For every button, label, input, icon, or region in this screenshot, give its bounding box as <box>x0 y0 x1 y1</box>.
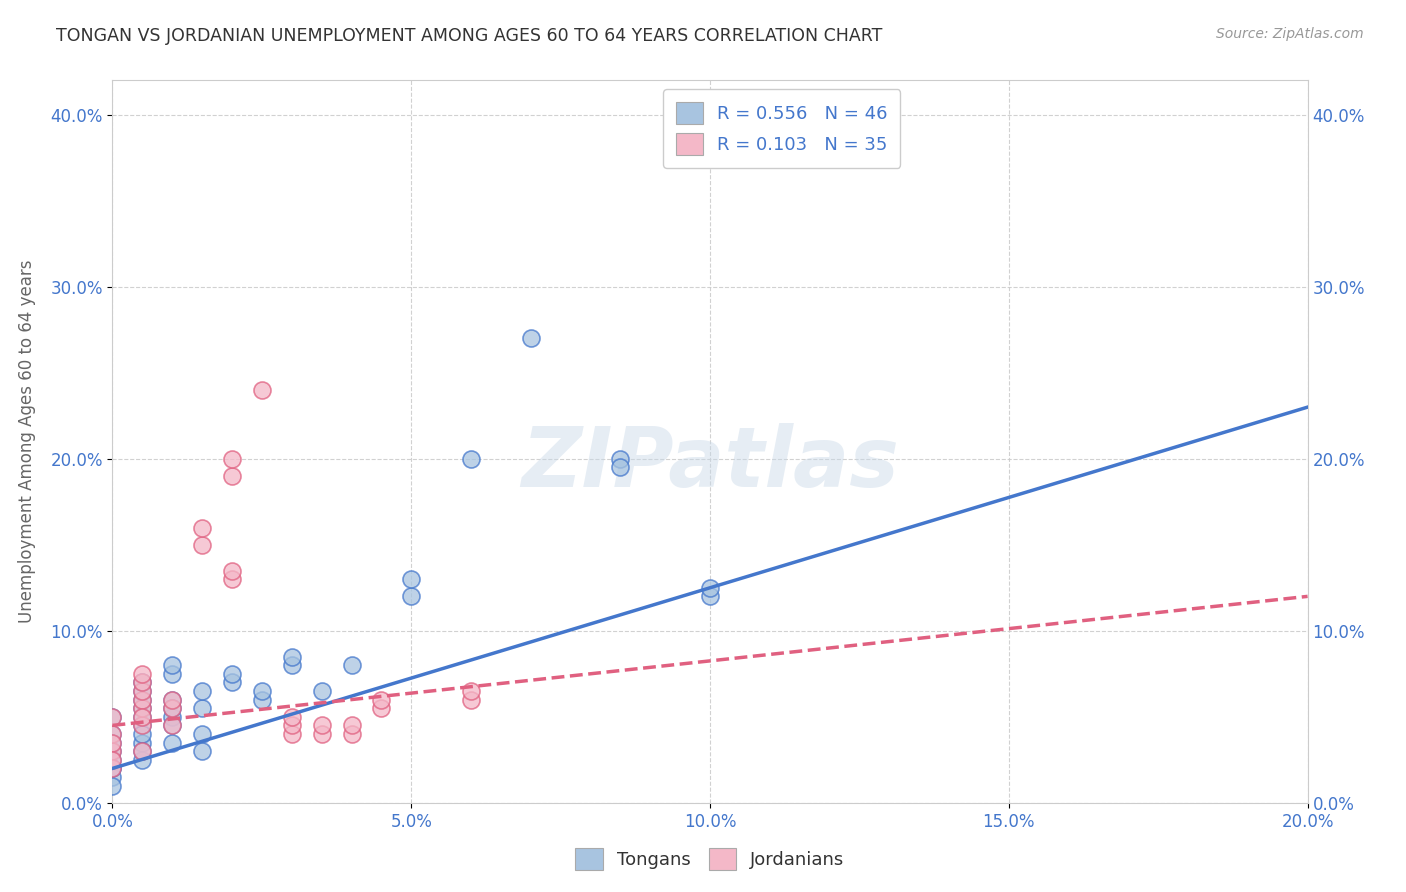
Point <box>131 718 153 732</box>
Point <box>311 718 333 732</box>
Point <box>131 718 153 732</box>
Point <box>131 666 153 681</box>
Text: ZIPatlas: ZIPatlas <box>522 423 898 504</box>
Point <box>162 692 183 706</box>
Point <box>609 451 631 466</box>
Point <box>131 710 153 724</box>
Point <box>162 718 183 732</box>
Point <box>699 581 721 595</box>
Point <box>281 718 304 732</box>
Legend: Tongans, Jordanians: Tongans, Jordanians <box>565 837 855 880</box>
Y-axis label: Unemployment Among Ages 60 to 64 years: Unemployment Among Ages 60 to 64 years <box>18 260 37 624</box>
Point <box>101 753 124 767</box>
Point <box>131 675 153 690</box>
Point <box>340 658 363 673</box>
Point <box>460 451 482 466</box>
Point <box>101 761 124 775</box>
Point <box>162 692 183 706</box>
Text: TONGAN VS JORDANIAN UNEMPLOYMENT AMONG AGES 60 TO 64 YEARS CORRELATION CHART: TONGAN VS JORDANIAN UNEMPLOYMENT AMONG A… <box>56 27 883 45</box>
Point <box>131 701 153 715</box>
Point <box>131 727 153 741</box>
Point <box>250 692 273 706</box>
Point <box>131 675 153 690</box>
Point <box>609 460 631 475</box>
Point <box>281 710 304 724</box>
Point <box>699 590 721 604</box>
Point <box>460 684 482 698</box>
Point <box>101 727 124 741</box>
Point <box>162 701 183 715</box>
Point <box>191 744 214 758</box>
Point <box>221 675 243 690</box>
Point <box>101 727 124 741</box>
Point <box>191 538 214 552</box>
Point <box>191 701 214 715</box>
Point <box>520 331 543 345</box>
Point <box>281 658 304 673</box>
Point <box>131 744 153 758</box>
Point <box>281 727 304 741</box>
Point <box>370 692 392 706</box>
Point <box>221 469 243 483</box>
Point <box>131 684 153 698</box>
Point <box>131 753 153 767</box>
Point <box>191 684 214 698</box>
Point <box>221 666 243 681</box>
Point <box>101 710 124 724</box>
Point <box>340 718 363 732</box>
Point <box>131 692 153 706</box>
Point <box>370 701 392 715</box>
Point <box>101 761 124 775</box>
Point <box>101 744 124 758</box>
Point <box>101 710 124 724</box>
Point <box>221 564 243 578</box>
Point <box>101 753 124 767</box>
Point <box>191 520 214 534</box>
Point <box>460 692 482 706</box>
Point <box>101 744 124 758</box>
Point <box>101 779 124 793</box>
Point <box>131 692 153 706</box>
Point <box>221 451 243 466</box>
Point <box>340 727 363 741</box>
Point <box>101 761 124 775</box>
Point <box>162 735 183 749</box>
Point <box>131 744 153 758</box>
Point <box>281 649 304 664</box>
Text: Source: ZipAtlas.com: Source: ZipAtlas.com <box>1216 27 1364 41</box>
Point <box>401 590 423 604</box>
Point <box>131 735 153 749</box>
Point <box>250 684 273 698</box>
Point <box>101 770 124 784</box>
Point <box>311 684 333 698</box>
Point <box>131 684 153 698</box>
Point <box>162 710 183 724</box>
Point <box>101 735 124 749</box>
Point <box>401 572 423 586</box>
Point <box>162 666 183 681</box>
Point <box>162 718 183 732</box>
Point <box>131 710 153 724</box>
Point <box>311 727 333 741</box>
Point <box>191 727 214 741</box>
Point <box>162 658 183 673</box>
Point <box>221 572 243 586</box>
Point <box>101 735 124 749</box>
Point <box>162 701 183 715</box>
Point <box>250 383 273 397</box>
Point <box>131 701 153 715</box>
